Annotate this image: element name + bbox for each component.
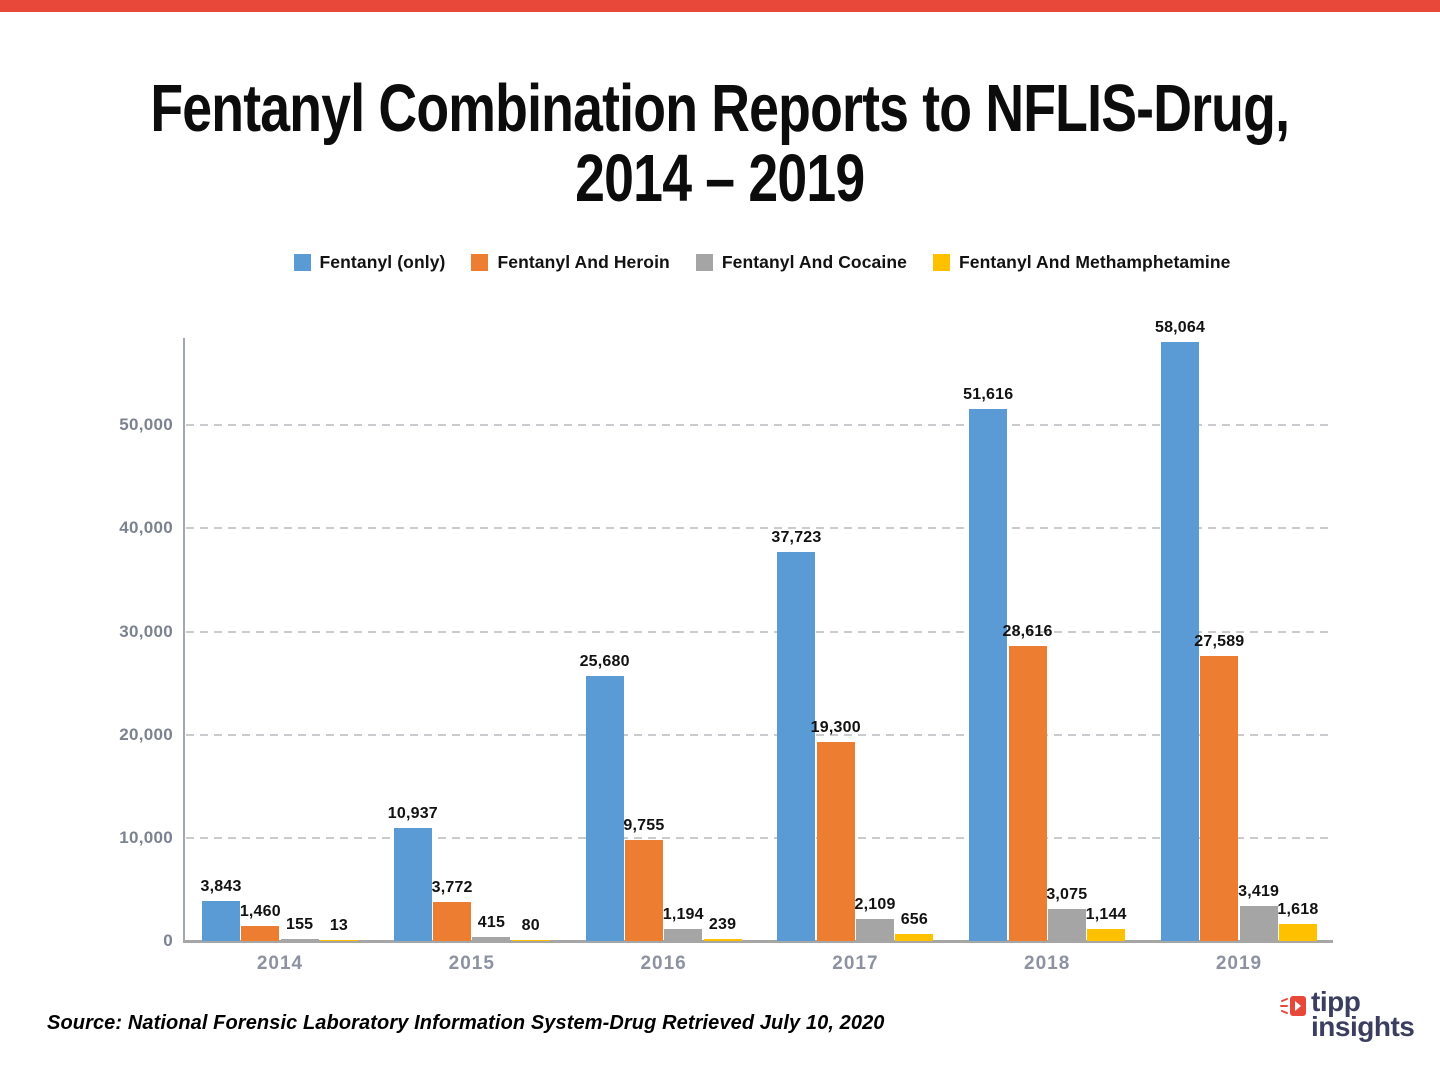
bar xyxy=(241,925,280,941)
bar xyxy=(777,551,816,941)
y-tick-label: 0 xyxy=(163,931,173,950)
logo-megaphone-icon xyxy=(1280,996,1306,1016)
x-axis-line xyxy=(183,940,1333,943)
legend-label: Fentanyl And Heroin xyxy=(497,252,670,272)
bar xyxy=(1008,645,1047,941)
top-accent-bar xyxy=(0,0,1440,12)
source-note: Source: National Forensic Laboratory Inf… xyxy=(47,1012,885,1034)
y-tick-label: 40,000 xyxy=(119,518,173,538)
bar xyxy=(472,936,511,941)
grid-line xyxy=(186,527,1333,530)
grid-line xyxy=(186,630,1333,633)
y-tick-label: 20,000 xyxy=(119,724,173,744)
bar-value-label: 3,843 xyxy=(200,878,242,896)
x-category-label: 2015 xyxy=(448,953,495,974)
bar xyxy=(393,828,432,941)
bar-value-label: 58,064 xyxy=(1154,318,1206,336)
bar-value-label: 1,144 xyxy=(1085,906,1127,924)
legend-label: Fentanyl And Cocaine xyxy=(721,252,907,272)
x-category-label: 2018 xyxy=(1024,953,1071,974)
bar-value-label: 9,755 xyxy=(623,817,665,835)
bar xyxy=(319,940,358,941)
legend-item: Fentanyl And Heroin xyxy=(471,252,670,273)
bar-value-label: 19,300 xyxy=(810,718,861,736)
bar xyxy=(1047,909,1086,941)
bar-value-label: 239 xyxy=(708,915,737,933)
legend-swatch xyxy=(932,254,950,271)
bar xyxy=(280,939,319,941)
bar xyxy=(511,940,550,941)
y-axis-line xyxy=(183,338,185,941)
legend-swatch xyxy=(695,254,713,271)
chart-legend: Fentanyl (only) Fentanyl And Heroin Fentan… xyxy=(42,252,1440,273)
bar-value-label: 80 xyxy=(521,917,540,935)
bar-value-label: 3,772 xyxy=(431,879,473,897)
legend-swatch xyxy=(471,254,489,271)
y-tick-label: 30,000 xyxy=(119,621,173,641)
bar xyxy=(969,408,1008,941)
bar-value-label: 10,937 xyxy=(387,805,438,823)
bar-value-label: 37,723 xyxy=(771,528,822,546)
bar-value-label: 3,419 xyxy=(1238,882,1280,900)
chart-title-line2: 2014 – 2019 xyxy=(575,141,865,216)
legend-item: Fentanyl (only) xyxy=(293,252,446,273)
bar-value-label: 28,616 xyxy=(1002,622,1053,640)
bar xyxy=(1161,341,1200,941)
bar-value-label: 415 xyxy=(477,913,506,931)
x-category-label: 2019 xyxy=(1215,953,1263,974)
bar-value-label: 1,460 xyxy=(239,902,281,920)
bar xyxy=(1278,924,1317,941)
bar xyxy=(1200,656,1239,941)
bar xyxy=(202,901,241,941)
bar xyxy=(895,934,934,941)
chart-title-line1: Fentanyl Combination Reports to NFLIS-Dr… xyxy=(150,71,1291,146)
bar-value-label: 2,109 xyxy=(854,896,896,914)
grid-line xyxy=(186,733,1333,736)
bar xyxy=(1239,905,1278,941)
grid-line xyxy=(186,836,1333,839)
bar xyxy=(856,919,895,941)
bar xyxy=(433,902,472,941)
x-category-label: 2017 xyxy=(832,953,879,974)
legend-label: Fentanyl (only) xyxy=(319,252,446,272)
bar-value-label: 155 xyxy=(285,916,314,934)
bar-value-label: 1,194 xyxy=(662,905,704,923)
legend-swatch xyxy=(293,254,311,271)
legend-item: Fentanyl And Methamphetamine xyxy=(932,252,1231,273)
legend-item: Fentanyl And Cocaine xyxy=(695,252,907,273)
bar xyxy=(664,928,703,941)
bar xyxy=(816,741,855,941)
bar-value-label: 13 xyxy=(329,917,349,935)
grid-line xyxy=(186,424,1333,427)
x-category-label: 2016 xyxy=(640,953,687,974)
bar xyxy=(585,676,624,941)
logo-wordmark: tipp insights xyxy=(1311,986,1415,1042)
bar-value-label: 51,616 xyxy=(963,385,1014,403)
bar xyxy=(1087,929,1126,941)
x-category-label: 2014 xyxy=(256,953,304,974)
bar-value-label: 27,589 xyxy=(1194,633,1245,651)
bar xyxy=(703,938,742,941)
y-tick-label: 50,000 xyxy=(119,415,173,435)
logo-word-insights: insights xyxy=(1311,1011,1415,1042)
bar xyxy=(624,840,663,941)
bar-value-label: 656 xyxy=(900,911,928,929)
chart-title: Fentanyl Combination Reports to NFLIS-Dr… xyxy=(0,74,1440,214)
bar-value-label: 3,075 xyxy=(1046,886,1088,904)
legend-label: Fentanyl And Methamphetamine xyxy=(958,252,1231,272)
bar-value-label: 1,618 xyxy=(1277,901,1319,919)
logo-word-tipp: tipp xyxy=(1311,986,1361,1017)
y-tick-label: 10,000 xyxy=(119,827,173,847)
bar-value-label: 25,680 xyxy=(579,653,630,671)
tipp-insights-logo: tipp insights xyxy=(1280,986,1415,1042)
